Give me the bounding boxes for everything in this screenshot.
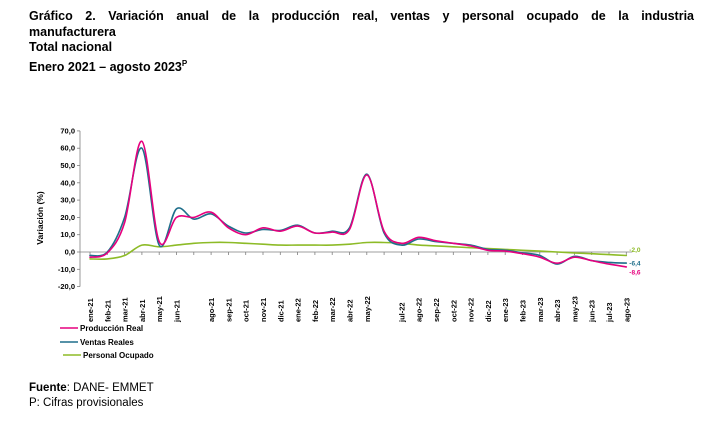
- chart-end-labels: -8,6-6,4 -2,0: [629, 247, 641, 276]
- chart-header: Gráfico 2. Variación anual de la producc…: [29, 9, 694, 75]
- x-tick-label: abr-21: [138, 299, 147, 322]
- x-tick-label: dic-22: [484, 300, 493, 322]
- x-tick-label: abr-22: [346, 299, 355, 322]
- y-tick-label: 0,0: [65, 248, 75, 257]
- x-tick-label: jul-22: [397, 302, 406, 323]
- x-tick-label: oct-22: [449, 300, 458, 322]
- legend-label: Producción Real: [80, 324, 143, 333]
- x-tick-label: nov-21: [259, 298, 268, 322]
- y-tick-label: 70,0: [60, 126, 75, 135]
- y-axis-label: Variación (%): [35, 191, 45, 245]
- x-tick-label: may-21: [155, 296, 164, 322]
- x-tick-label: feb-22: [311, 300, 320, 322]
- chart-title-line2: manufacturera: [29, 24, 116, 39]
- y-tick-label: 40,0: [60, 178, 75, 187]
- x-tick-label: sep-21: [224, 298, 233, 322]
- chart-axes: [79, 130, 633, 287]
- x-tick-label: feb-21: [103, 300, 112, 322]
- legend-label: Personal Ocupado: [83, 351, 154, 360]
- x-tick-label: jun-21: [173, 300, 182, 323]
- y-tick-label: 20,0: [60, 213, 75, 222]
- chart-legend: Producción Real Ventas Reales Personal Ocu…: [60, 324, 154, 360]
- chart-lines: [89, 140, 628, 268]
- x-tick-label: abr-23: [553, 299, 562, 322]
- series-line: [89, 147, 628, 265]
- y-tick-label: 30,0: [60, 196, 75, 205]
- series-end-label: -2,0: [629, 247, 641, 254]
- series-line: [89, 241, 628, 260]
- x-tick-label: dic-21: [276, 300, 285, 322]
- x-tick-label: nov-22: [467, 298, 476, 322]
- x-tick-label: ene-21: [86, 298, 95, 322]
- chart-title-line1: Gráfico 2. Variación anual de la producc…: [29, 9, 694, 23]
- chart-period: Enero 2021 – agosto 2023P: [29, 56, 694, 76]
- y-tick-label: 10,0: [60, 230, 75, 239]
- x-tick-label: may-22: [363, 296, 372, 322]
- source-label: Fuente: [29, 382, 67, 394]
- chart-period-text: Enero 2021 – agosto 2023: [29, 59, 182, 74]
- y-tick-label: -10,0: [58, 265, 75, 274]
- y-tick-label: -20,0: [58, 282, 75, 291]
- source-text: : DANE- EMMET: [66, 382, 154, 394]
- x-tick-label: jun-23: [588, 300, 597, 323]
- series-line: [89, 140, 628, 268]
- chart-ticks: -20,0 -10,0 0,0 10,0 20,0 30,0 40,0 50,0 60,0 70,…: [58, 126, 631, 323]
- x-tick-label: ago-22: [415, 298, 424, 322]
- y-tick-label: 50,0: [60, 161, 75, 170]
- x-tick-label: ago-21: [207, 298, 216, 322]
- x-tick-label: ago-23: [622, 298, 631, 322]
- x-tick-label: jul-23: [605, 302, 614, 323]
- provisional-note: P: Cifras provisionales: [29, 397, 144, 409]
- legend-label: Ventas Reales: [80, 338, 134, 347]
- x-tick-label: mar-22: [328, 297, 337, 322]
- x-tick-label: may-23: [570, 296, 579, 322]
- chart-subtitle: Total nacional: [29, 40, 113, 54]
- x-tick-label: ene-23: [501, 298, 510, 322]
- series-end-label: -6,4: [629, 261, 641, 268]
- series-end-label: -8,6: [629, 269, 641, 276]
- y-tick-label: 60,0: [60, 144, 75, 153]
- x-tick-label: feb-23: [519, 300, 528, 322]
- x-tick-label: oct-21: [242, 300, 251, 322]
- x-tick-label: mar-21: [121, 297, 130, 322]
- source-line: Fuente: DANE- EMMET: [29, 381, 154, 396]
- x-tick-label: ene-22: [294, 298, 303, 322]
- chart-footer: Fuente: DANE- EMMET P: Cifras provisiona…: [29, 381, 154, 411]
- x-tick-label: sep-22: [432, 298, 441, 322]
- x-tick-label: mar-23: [536, 297, 545, 322]
- chart-period-marker: P: [181, 58, 188, 68]
